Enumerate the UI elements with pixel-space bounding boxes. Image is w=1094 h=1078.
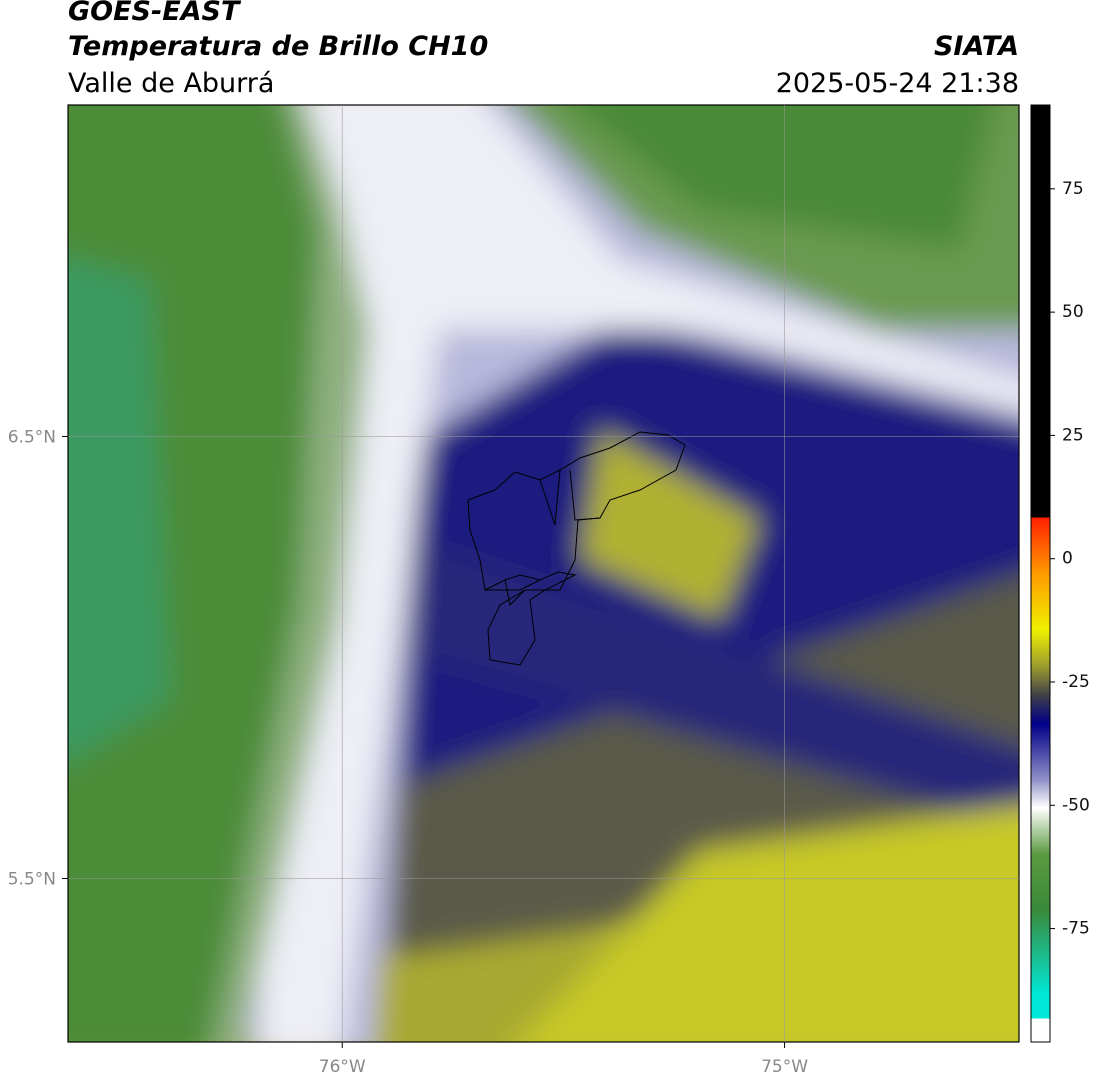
datetime: 2025-05-24 21:38 (776, 68, 1019, 99)
colorbar-tick-label: 0 (1062, 549, 1073, 569)
satellite-image (68, 105, 1019, 1042)
satellite: GOES-EAST (68, 0, 242, 27)
y-tick-label: 6.5°N (8, 427, 56, 447)
colorbar-tick-label: 50 (1062, 302, 1084, 322)
colorbar-tick-label: 75 (1062, 179, 1084, 199)
colorbar-tick-label: -25 (1062, 672, 1090, 692)
colorbar-tick-label: -50 (1062, 795, 1090, 815)
colorbar-tick-label: 25 (1062, 425, 1084, 445)
region: Valle de Aburrá (68, 68, 274, 99)
x-tick-label: 76°W (319, 1057, 366, 1077)
product: Temperatura de Brillo CH10 (68, 31, 488, 62)
y-tick-label: 5.5°N (8, 869, 56, 889)
colorbar-tick-label: -75 (1062, 919, 1090, 939)
map-frame (67, 104, 1020, 1043)
source: SIATA (934, 31, 1019, 62)
x-tick-label: 75°W (761, 1057, 808, 1077)
municipal-boundaries (467, 431, 686, 666)
colorbar (1030, 104, 1051, 1043)
